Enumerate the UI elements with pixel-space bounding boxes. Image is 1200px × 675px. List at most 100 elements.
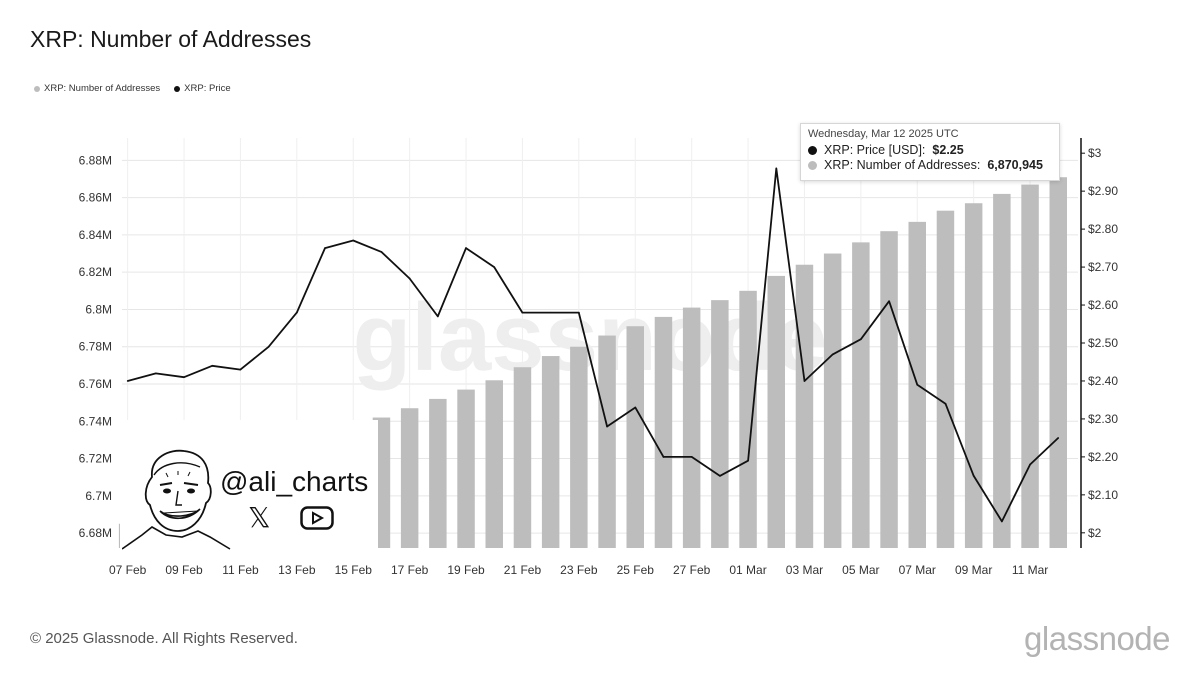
x-tick-label: 09 Feb — [165, 563, 203, 577]
tooltip-addresses-dot — [808, 160, 817, 170]
x-tick-label: 11 Mar — [1012, 563, 1048, 577]
price-point — [888, 300, 890, 303]
legend-dot-price — [174, 85, 181, 92]
x-tick-label: 27 Feb — [673, 563, 711, 577]
x-tick-label: 15 Feb — [335, 563, 373, 577]
bar-addresses — [485, 380, 503, 548]
y-left-tick-label: 6.68M — [79, 526, 112, 540]
x-tick-label: 09 Mar — [955, 563, 992, 577]
face-caricature-icon — [122, 449, 231, 550]
bar-addresses — [880, 231, 898, 548]
tooltip-addresses-row: XRP: Number of Addresses: 6,870,945 — [808, 158, 1052, 172]
price-point — [944, 402, 947, 405]
x-tick-label: 01 Mar — [729, 563, 766, 577]
creator-handle: @ali_charts — [220, 466, 369, 497]
y-left-tick-label: 6.72M — [79, 452, 112, 466]
tooltip-price-label: XRP: Price [USD]: — [824, 143, 926, 157]
tooltip-price-value: $2.25 — [932, 143, 964, 157]
y-left-tick-label: 6.7M — [85, 489, 112, 503]
price-point — [578, 311, 580, 314]
price-point — [493, 266, 496, 268]
bar-addresses — [993, 193, 1011, 548]
bar-addresses — [767, 275, 785, 548]
x-tick-label: 23 Feb — [560, 563, 598, 577]
tooltip-addresses-value: 6,870,945 — [987, 158, 1043, 172]
price-point — [155, 372, 157, 375]
y-right-tick-label: $2.40 — [1088, 374, 1118, 388]
y-left-tick-label: 6.74M — [79, 414, 112, 428]
y-left-tick-label: 6.86M — [79, 191, 112, 205]
x-tick-label: 11 Feb — [222, 563, 259, 577]
bar-addresses — [823, 253, 842, 548]
tooltip-price-dot — [808, 145, 817, 155]
copyright-footer: © 2025 Glassnode. All Rights Reserved. — [30, 630, 298, 647]
price-point — [465, 247, 467, 249]
bar-addresses — [795, 264, 814, 548]
bar-addresses — [541, 356, 560, 548]
y-right-tick-label: $2.90 — [1088, 184, 1118, 198]
x-tick-label: 21 Feb — [504, 563, 542, 577]
legend-dot-addresses — [34, 85, 40, 92]
price-point — [860, 338, 862, 341]
price-point — [690, 456, 693, 458]
legend-label-addresses: XRP: Number of Addresses — [44, 83, 161, 94]
price-point — [747, 459, 749, 462]
price-point — [549, 311, 552, 314]
price-point — [211, 364, 214, 367]
price-point — [662, 456, 665, 458]
price-point — [606, 425, 608, 428]
price-point — [380, 251, 383, 253]
y-left-tick-label: 6.8M — [85, 302, 112, 316]
brand-logo-text: glassnode — [1024, 620, 1170, 657]
bar-addresses — [711, 300, 729, 548]
bar-addresses — [852, 242, 870, 548]
x-tick-label: 05 Mar — [842, 563, 879, 577]
y-left-tick-label: 6.78M — [79, 340, 112, 354]
y-right-tick-label: $2.80 — [1088, 222, 1118, 236]
price-point — [775, 167, 778, 170]
x-tick-label: 19 Feb — [447, 563, 485, 577]
bar-addresses — [429, 398, 447, 548]
bar-addresses — [654, 316, 673, 548]
legend-item-addresses[interactable]: XRP: Number of Addresses — [34, 83, 160, 94]
price-point — [803, 380, 806, 382]
bar-addresses — [936, 210, 955, 548]
bar-addresses — [400, 408, 419, 548]
price-point — [267, 345, 270, 348]
youtube-icon[interactable] — [300, 506, 334, 530]
price-point — [831, 353, 834, 356]
x-tick-label: 03 Mar — [786, 563, 823, 577]
bar-addresses — [626, 326, 644, 548]
y-right-tick-label: $2.60 — [1088, 298, 1118, 312]
price-point — [437, 315, 439, 318]
data-tooltip: Wednesday, Mar 12 2025 UTC XRP: Price [U… — [800, 123, 1060, 181]
price-point — [126, 380, 129, 382]
x-tick-label: 07 Feb — [109, 563, 147, 577]
y-left-tick-label: 6.88M — [79, 153, 112, 167]
legend-item-price[interactable]: XRP: Price — [174, 83, 231, 94]
x-tick-label: 17 Feb — [391, 563, 429, 577]
chart-title: XRP: Number of Addresses — [30, 26, 312, 52]
bar-addresses — [1049, 177, 1068, 548]
x-tick-label: 25 Feb — [617, 563, 655, 577]
price-point — [408, 277, 411, 280]
y-right-tick-label: $2.70 — [1088, 260, 1118, 274]
price-point — [239, 368, 242, 371]
price-point — [719, 475, 721, 477]
price-point — [1029, 463, 1031, 466]
price-point — [972, 475, 975, 477]
legend-label-price: XRP: Price — [184, 83, 231, 94]
bar-addresses — [682, 307, 701, 548]
bar-addresses — [570, 346, 588, 548]
bar-addresses — [739, 290, 757, 548]
y-right-tick-label: $2.50 — [1088, 336, 1118, 350]
x-logo-icon[interactable]: 𝕏 — [248, 502, 271, 533]
y-right-tick-label: $2.30 — [1088, 412, 1118, 426]
price-line — [127, 167, 1059, 523]
price-point — [352, 239, 355, 242]
y-right-tick-label: $2.10 — [1088, 488, 1118, 502]
price-point — [183, 376, 185, 378]
price-point — [634, 406, 637, 409]
bar-addresses — [964, 203, 983, 548]
